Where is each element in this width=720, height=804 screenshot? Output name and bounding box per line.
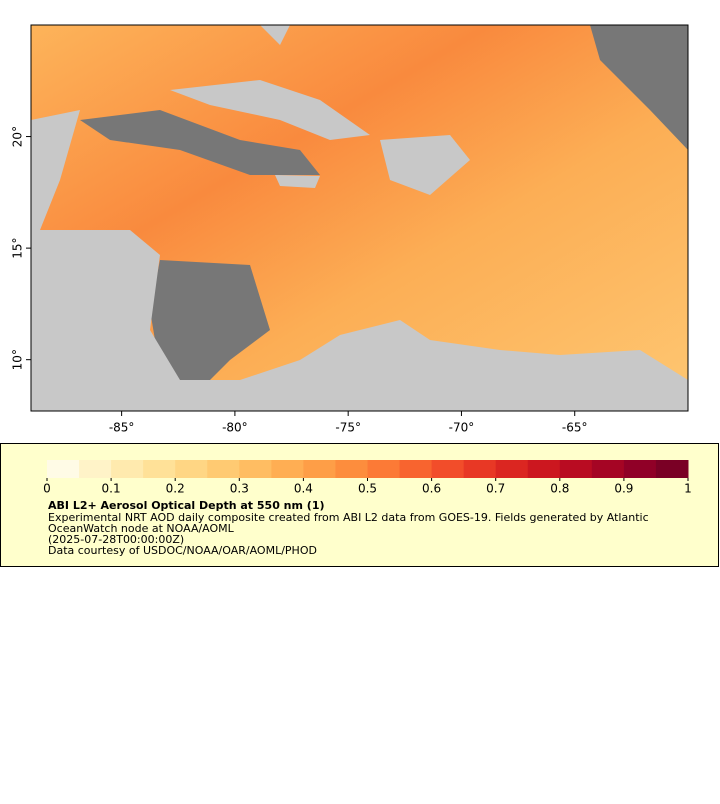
colorbar-tick-label: 0.3	[230, 482, 249, 496]
no-data	[590, 25, 688, 150]
colorbar-segment	[591, 460, 625, 478]
colorbar-tick-label: 0.5	[358, 482, 377, 496]
colorbar-tick-label: 0.2	[166, 482, 185, 496]
colorbar-tick-label: 0.1	[102, 482, 121, 496]
no-data	[80, 110, 320, 175]
legend-line: Experimental NRT AOD daily composite cre…	[48, 511, 649, 524]
land	[260, 25, 290, 45]
x-tick-label: -65°	[562, 421, 588, 435]
colorbar-segment	[47, 460, 80, 478]
colorbar-tick-label: 1	[684, 482, 692, 496]
colorbar-tick-label: 0.6	[422, 482, 441, 496]
colorbar-segment	[431, 460, 465, 478]
colorbar-segment	[559, 460, 593, 478]
colorbar-segment	[143, 460, 176, 478]
legend-line: (2025-07-28T00:00:00Z)	[48, 533, 184, 546]
colorbar-segment	[495, 460, 529, 478]
colorbar-segment	[175, 460, 208, 478]
legend-line: OceanWatch node at NOAA/AOML	[48, 522, 235, 535]
colorbar-tick-label: 0.7	[486, 482, 505, 496]
colorbar-segment	[303, 460, 336, 478]
colorbar-tick-label: 0.8	[550, 482, 569, 496]
legend-line: Data courtesy of USDOC/NOAA/OAR/AOML/PHO…	[48, 544, 317, 557]
no-data	[150, 260, 270, 390]
x-tick-label: -75°	[335, 421, 361, 435]
colorbar-segment	[271, 460, 304, 478]
map-image	[31, 25, 688, 411]
y-tick-label: 10°	[11, 349, 25, 370]
colorbar-tick-label: 0.4	[294, 482, 313, 496]
colorbar: 0 0.1 0.2 0.3 0.4 0.5 0.6 0.7 0.8 0.9 1	[43, 460, 692, 496]
land	[170, 80, 370, 140]
colorbar-segment	[111, 460, 144, 478]
colorbar-segment	[399, 460, 433, 478]
map-frame	[30, 24, 689, 412]
land	[275, 175, 320, 188]
legend-title: ABI L2+ Aerosol Optical Depth at 550 nm …	[48, 499, 325, 512]
colorbar-segment	[623, 460, 657, 478]
x-tick-label: -80°	[222, 421, 248, 435]
x-tick-label: -70°	[449, 421, 475, 435]
colorbar-segment	[79, 460, 112, 478]
y-tick-label: 15°	[11, 237, 25, 258]
land	[31, 230, 688, 411]
colorbar-segment	[655, 460, 689, 478]
colorbar-segment	[239, 460, 272, 478]
land	[380, 135, 470, 195]
land	[31, 110, 80, 230]
y-tick-label: 20°	[11, 126, 25, 147]
colorbar-segment	[367, 460, 401, 478]
colorbar-tick-label: 0.9	[614, 482, 633, 496]
colorbar-segment	[207, 460, 240, 478]
colorbar-segment	[527, 460, 561, 478]
colorbar-segment	[463, 460, 497, 478]
colorbar-tick-label: 0	[43, 482, 51, 496]
x-tick-label: -85°	[109, 421, 135, 435]
axes: -85° -80° -75° -70° -65° 10° 15° 20°	[11, 126, 588, 435]
colorbar-segment	[335, 460, 368, 478]
